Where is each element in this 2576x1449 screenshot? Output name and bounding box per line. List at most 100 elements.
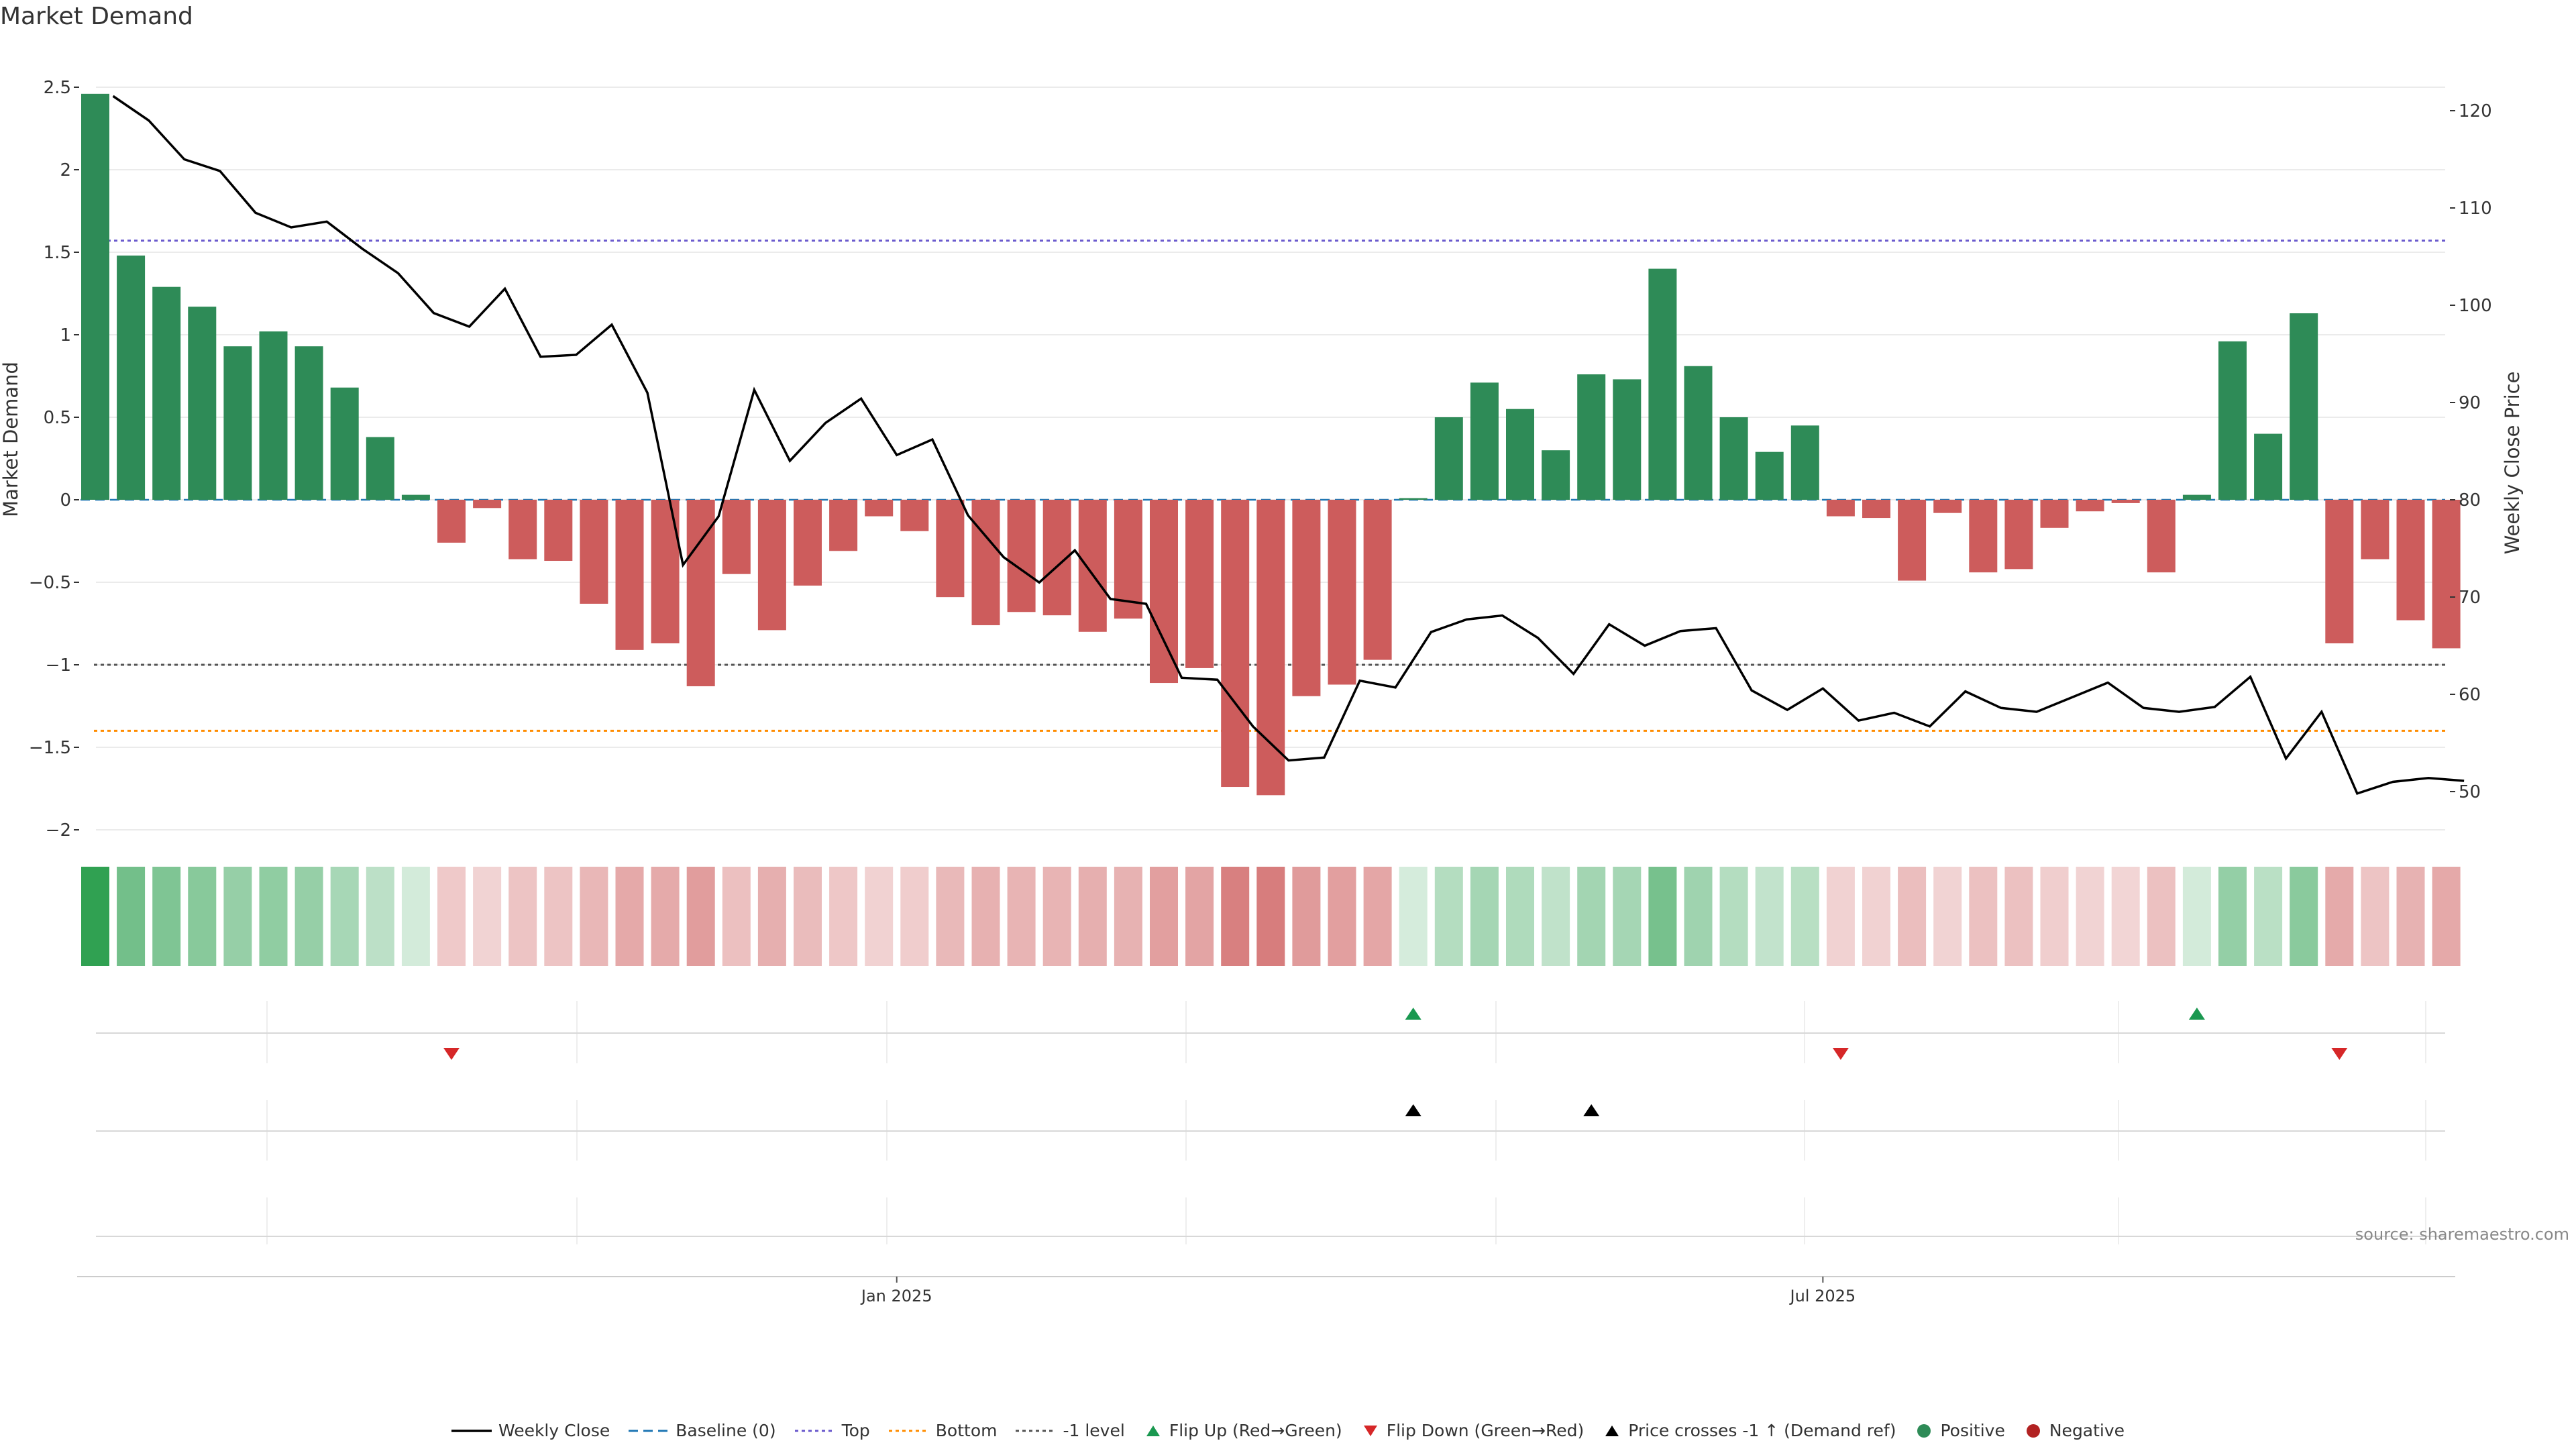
heat-cell — [1684, 867, 1713, 966]
legend-item-baseline: Baseline (0) — [629, 1421, 776, 1440]
heat-cell — [1542, 867, 1570, 966]
demand-bar — [1185, 500, 1214, 668]
heat-cell — [615, 867, 644, 966]
y-tick-label: −1 — [46, 655, 71, 676]
heat-cell — [1256, 867, 1285, 966]
flip-down-marker — [443, 1048, 460, 1060]
heat-cell — [2254, 867, 2283, 966]
heat-cell — [1719, 867, 1748, 966]
heat-cell — [1292, 867, 1321, 966]
demand-bar — [900, 500, 929, 531]
y-tick-label: 2.5 — [44, 78, 71, 98]
demand-bar — [1470, 382, 1499, 500]
heat-cell — [2432, 867, 2461, 966]
heat-cell — [829, 867, 858, 966]
demand-bar — [473, 500, 502, 508]
demand-bar — [615, 500, 644, 650]
legend-item-negative: Negative — [2024, 1421, 2125, 1440]
legend-label: Baseline (0) — [676, 1421, 776, 1440]
legend-label: Price crosses -1 ↑ (Demand ref) — [1628, 1421, 1896, 1440]
y2-tick-label: 80 — [2459, 490, 2481, 511]
heat-cell — [152, 867, 181, 966]
heat-cell — [1399, 867, 1428, 966]
demand-bar — [1969, 500, 1998, 573]
legend-label: Bottom — [935, 1421, 998, 1440]
heat-cell — [1007, 867, 1036, 966]
heat-cell — [2076, 867, 2104, 966]
y-axis-label: Market Demand — [0, 362, 22, 517]
demand-bar — [1790, 425, 1819, 500]
heat-cell — [259, 867, 288, 966]
demand-bar — [437, 500, 466, 543]
price-cross-marker — [1583, 1104, 1600, 1116]
heat-cell — [223, 867, 252, 966]
y2-tick-label: 70 — [2459, 588, 2481, 608]
heat-cell — [1328, 867, 1356, 966]
demand-bar — [2361, 500, 2390, 559]
heat-cell — [1078, 867, 1107, 966]
heat-cell — [437, 867, 466, 966]
heat-cell — [1933, 867, 1962, 966]
y2-tick-label: 100 — [2459, 296, 2492, 316]
heat-cell — [2111, 867, 2140, 966]
demand-bar — [2182, 494, 2211, 500]
heat-cell — [366, 867, 394, 966]
heat-cell — [651, 867, 680, 966]
demand-bar — [508, 500, 537, 559]
y2-tick-label: 120 — [2459, 101, 2492, 121]
demand-bars — [81, 93, 2461, 796]
demand-bar — [2218, 341, 2247, 500]
demand-bar — [2254, 433, 2283, 500]
legend-item-flip-down: Flip Down (Green→Red) — [1361, 1421, 1584, 1440]
y-tick-label: −0.5 — [29, 573, 71, 593]
legend-minus1-icon — [1016, 1430, 1057, 1432]
demand-bar — [1577, 374, 1606, 500]
demand-bar — [2432, 500, 2461, 649]
heat-cell — [1470, 867, 1499, 966]
demand-bar — [1933, 500, 1962, 513]
heat-cell — [2147, 867, 2176, 966]
y-tick-label: 2 — [60, 160, 71, 180]
heat-cell — [117, 867, 146, 966]
heat-cell — [722, 867, 751, 966]
y-tick-label: 0 — [60, 490, 71, 511]
y-tick-label: 1 — [60, 325, 71, 345]
flip-down-marker — [1832, 1048, 1849, 1060]
legend-item-flip-up: Flip Up (Red→Green) — [1144, 1421, 1342, 1440]
legend-positive-icon — [1917, 1424, 1931, 1438]
demand-bar — [1826, 500, 1855, 517]
y2-tick-label: 60 — [2459, 685, 2481, 705]
heat-cell — [1506, 867, 1534, 966]
legend: Weekly Close Baseline (0) Top Bottom -1 leve… — [0, 1421, 2576, 1440]
demand-bar — [2040, 500, 2069, 528]
legend-item-top: Top — [794, 1421, 870, 1440]
demand-bar — [1613, 379, 1642, 500]
demand-bar — [81, 93, 109, 500]
y-tick-label: −1.5 — [29, 738, 71, 758]
heat-cell — [1221, 867, 1250, 966]
heat-cell — [1042, 867, 1071, 966]
heat-cell — [2325, 867, 2354, 966]
demand-bar — [1399, 498, 1428, 500]
heat-cell — [1363, 867, 1392, 966]
y-tick-label: −2 — [46, 820, 71, 841]
flip-up-marker — [2188, 1008, 2205, 1020]
source-note: source: sharemaestro.com — [2355, 1225, 2569, 1244]
demand-bar — [223, 346, 252, 500]
demand-bar — [1292, 500, 1321, 696]
heat-cell — [2290, 867, 2318, 966]
legend-label: Top — [841, 1421, 870, 1440]
legend-flip-up-icon — [1146, 1425, 1160, 1436]
demand-bar — [401, 494, 430, 500]
demand-bar — [2290, 313, 2318, 500]
demand-bar — [1114, 500, 1142, 619]
heat-cell — [1790, 867, 1819, 966]
heat-cell — [1826, 867, 1855, 966]
demand-bar — [686, 500, 715, 686]
heat-cell — [1577, 867, 1606, 966]
demand-bar — [259, 331, 288, 500]
y-tick-label: 0.5 — [44, 408, 71, 428]
demand-bar — [330, 387, 359, 500]
demand-bar — [2111, 500, 2140, 503]
demand-bar — [1684, 366, 1713, 500]
